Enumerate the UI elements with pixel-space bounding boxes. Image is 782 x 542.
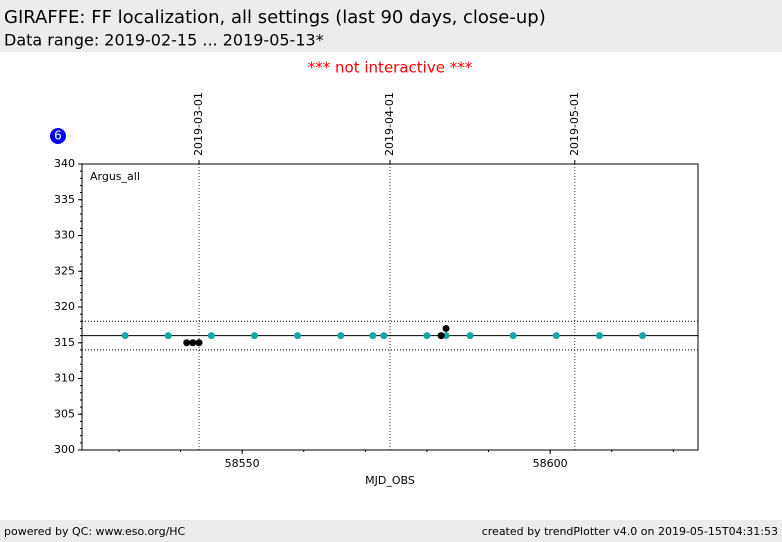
y-tick-label: 300: [54, 443, 75, 456]
point: [121, 332, 129, 340]
y-tick-label: 320: [54, 300, 75, 313]
y-tick-label: 340: [54, 157, 75, 170]
title: GIRAFFE: FF localization, all settings (…: [4, 7, 546, 28]
point: [380, 332, 388, 340]
point: [195, 339, 203, 347]
point: [423, 332, 431, 340]
footer-band: [0, 520, 782, 542]
point: [509, 332, 517, 340]
point: [552, 332, 560, 340]
x-tick-label: 58550: [225, 457, 260, 470]
point: [466, 332, 474, 340]
point: [250, 332, 258, 340]
point: [294, 332, 302, 340]
header-band: [0, 0, 782, 52]
y-tick-label: 330: [54, 229, 75, 242]
annotation: Argus_all: [90, 170, 140, 183]
top-tick-label: 2019-04-01: [383, 92, 396, 156]
point: [639, 332, 647, 340]
footer-right: created by trendPlotter v4.0 on 2019-05-…: [482, 525, 778, 538]
y-tick-label: 325: [54, 264, 75, 277]
plot-frame: [81, 163, 699, 451]
point: [595, 332, 603, 340]
point: [189, 339, 197, 347]
y-tick-label: 315: [54, 336, 75, 349]
badge: 6: [54, 129, 62, 143]
top-tick-label: 2019-05-01: [568, 92, 581, 156]
point: [183, 339, 191, 347]
x-axis-label: MJD_OBS: [365, 474, 415, 487]
point: [437, 332, 445, 340]
y-tick-label: 305: [54, 407, 75, 420]
notice: *** not interactive ***: [308, 59, 473, 77]
y-tick-label: 335: [54, 193, 75, 206]
x-tick-label: 58600: [533, 457, 568, 470]
point: [442, 332, 450, 340]
point: [442, 324, 450, 332]
footer-left: powered by QC: www.eso.org/HC: [4, 525, 186, 538]
subtitle: Data range: 2019-02-15 ... 2019-05-13*: [4, 31, 324, 50]
point: [369, 332, 377, 340]
y-tick-label: 310: [54, 372, 75, 385]
point: [207, 332, 215, 340]
badge-circle: [50, 128, 66, 144]
top-tick-label: 2019-03-01: [192, 92, 205, 156]
point: [337, 332, 345, 340]
point: [164, 332, 172, 340]
